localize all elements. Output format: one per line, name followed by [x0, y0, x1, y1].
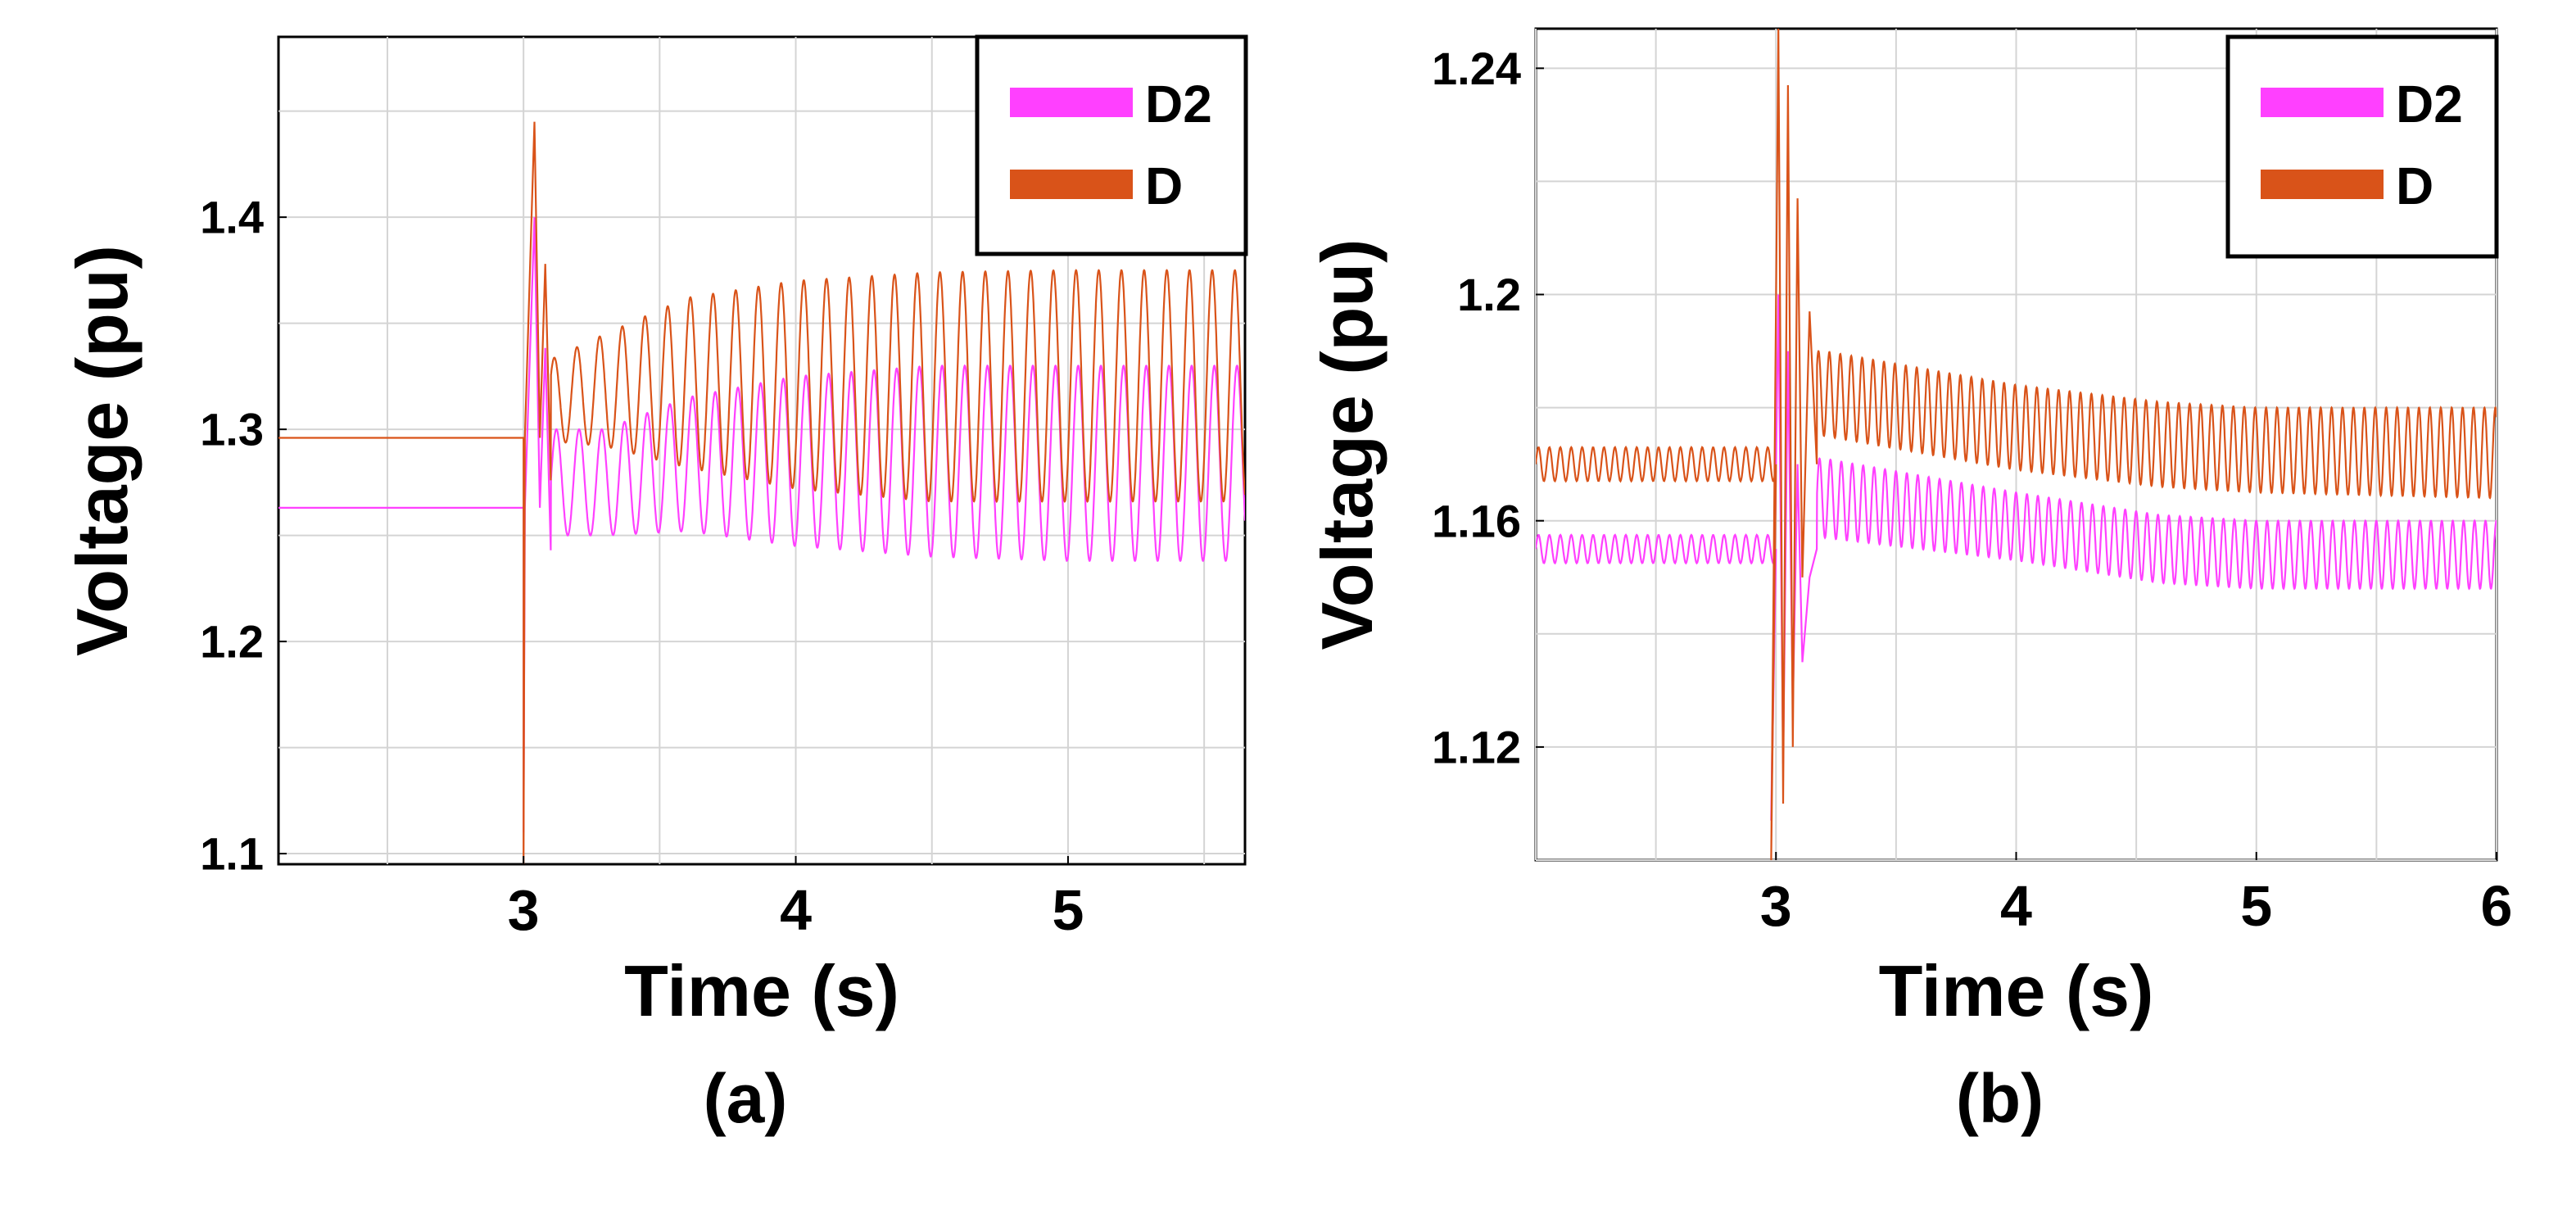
legend-swatch-D [1010, 170, 1133, 199]
y-tick-label: 1.16 [1432, 495, 1521, 546]
series-line-D [1536, 29, 2497, 860]
x-tick-label: 5 [1052, 878, 1084, 942]
legend-swatch-D [2261, 170, 2384, 199]
y-axis-label: Voltage (pu) [61, 245, 143, 656]
y-tick-label: 1.3 [200, 404, 264, 455]
y-tick-label: 1.12 [1432, 722, 1521, 773]
y-tick-label: 1.2 [200, 616, 264, 668]
x-tick-label: 3 [508, 878, 540, 942]
x-tick-label: 4 [2000, 874, 2032, 938]
y-tick-label: 1.1 [200, 828, 264, 880]
y-tick-label: 1.4 [200, 192, 264, 243]
series-group [1536, 29, 2497, 860]
x-axis-label: Time (s) [624, 950, 899, 1031]
legend-label-D: D [1145, 156, 1183, 215]
y-tick-label: 1.2 [1457, 269, 1521, 320]
series-line-D [278, 121, 1245, 864]
series-line-D2 [1536, 294, 2497, 821]
legend-swatch-D2 [2261, 88, 2384, 117]
chart-panel-a: 1.1 1.2 1.3 1.4 3 4 5 Time (s) Voltage (pu) (a) D2… [61, 34, 1248, 1137]
legend: D2 D [2225, 34, 2499, 259]
x-tick-label: 5 [2240, 874, 2272, 938]
legend-box [2225, 34, 2499, 259]
x-tick-label: 3 [1760, 874, 1792, 938]
panel-caption: (a) [704, 1060, 788, 1137]
x-axis-label: Time (s) [1879, 950, 2154, 1031]
x-tick-label: 4 [780, 878, 812, 942]
grid [278, 37, 1245, 864]
legend-box [975, 34, 1248, 256]
y-tick-label: 1.24 [1432, 43, 1521, 94]
legend-label-D: D [2396, 156, 2433, 215]
chart-panel-b: 1.12 1.16 1.2 1.24 3 4 5 6 Time (s) Voltage (pu) (… [1306, 27, 2513, 1137]
series-group [278, 121, 1245, 864]
panel-caption: (b) [1956, 1060, 2044, 1137]
legend-label-D2: D2 [2396, 75, 2463, 134]
legend-swatch-D2 [1010, 88, 1133, 117]
legend-label-D2: D2 [1145, 75, 1212, 134]
x-tick-label: 6 [2481, 874, 2513, 938]
y-axis-label: Voltage (pu) [1306, 239, 1388, 650]
legend: D2 D [975, 34, 1248, 256]
